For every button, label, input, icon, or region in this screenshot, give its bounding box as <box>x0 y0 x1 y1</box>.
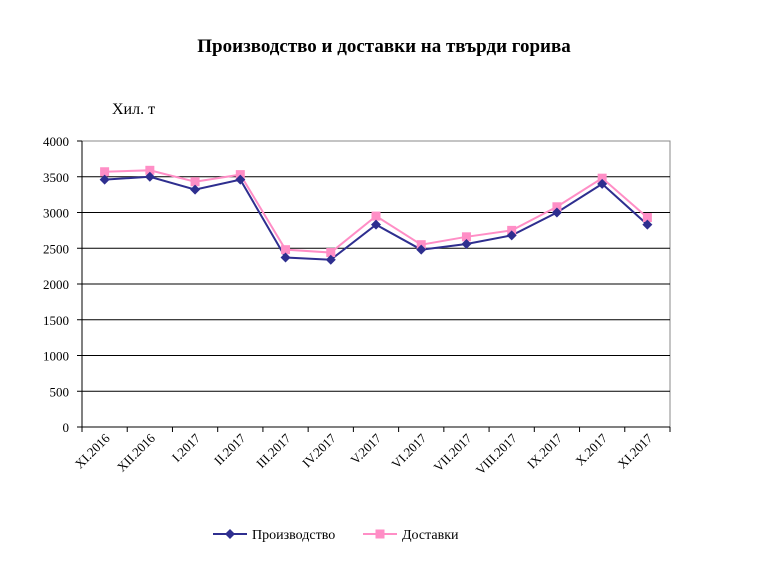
y-tick-label: 2500 <box>43 241 69 256</box>
data-point-0 <box>280 252 291 263</box>
x-tick-label: III.2017 <box>253 430 294 471</box>
legend-marker <box>225 529 235 539</box>
data-point-1 <box>190 177 200 187</box>
y-tick-label: 3000 <box>43 206 69 221</box>
data-point-0 <box>597 178 608 189</box>
data-point-0 <box>461 238 472 249</box>
data-point-1 <box>507 225 517 235</box>
data-point-0 <box>551 207 562 218</box>
y-tick-label: 4000 <box>43 134 69 149</box>
x-tick-label: I.2017 <box>169 430 204 465</box>
data-point-1 <box>552 202 562 212</box>
y-tick-label: 1500 <box>43 313 69 328</box>
y-tick-label: 0 <box>63 420 70 435</box>
x-tick-label: XII.2016 <box>114 430 158 474</box>
chart-title: Производство и доставки на твърди горива <box>197 36 571 57</box>
data-point-0 <box>371 219 381 230</box>
x-tick-label: II.2017 <box>211 430 249 468</box>
data-point-1 <box>371 211 381 221</box>
data-point-1 <box>326 248 336 258</box>
data-point-0 <box>506 230 517 241</box>
series-line-1 <box>104 169 649 254</box>
y-tick-label: 1000 <box>43 349 69 364</box>
x-tick-label: V.2017 <box>347 430 384 467</box>
y-tick-label: 2000 <box>43 277 69 292</box>
x-tick-label: VII.2017 <box>431 430 475 474</box>
x-tick-label: X.2017 <box>572 430 610 468</box>
x-tick-label: XI.2017 <box>615 430 656 471</box>
x-tick-label: IX.2017 <box>524 430 565 471</box>
x-tick-label: VI.2017 <box>388 430 429 471</box>
data-point-0 <box>190 184 201 195</box>
data-point-1 <box>100 167 110 177</box>
data-point-0 <box>325 254 336 265</box>
y-tick-label: 500 <box>50 384 70 399</box>
legend-label: Доставки <box>402 528 459 543</box>
legend-marker <box>375 529 385 539</box>
data-point-0 <box>235 174 246 185</box>
data-point-1 <box>642 213 652 223</box>
x-tick-label: IV.2017 <box>299 430 339 470</box>
data-point-1 <box>281 245 291 255</box>
x-tick-label: VIII.2017 <box>473 430 520 477</box>
data-point-1 <box>416 240 426 250</box>
data-point-1 <box>235 170 245 180</box>
y-tick-label: 3500 <box>43 170 69 185</box>
x-tick-label: XI.2016 <box>72 430 113 471</box>
data-point-0 <box>416 244 427 255</box>
y-axis-label: Хил. т <box>112 101 156 118</box>
legend-label: Производство <box>252 528 335 543</box>
data-point-0 <box>99 174 110 185</box>
data-point-0 <box>642 219 653 230</box>
data-point-1 <box>597 173 607 183</box>
data-point-1 <box>461 232 471 242</box>
data-point-0 <box>144 171 155 182</box>
data-point-1 <box>145 165 155 175</box>
